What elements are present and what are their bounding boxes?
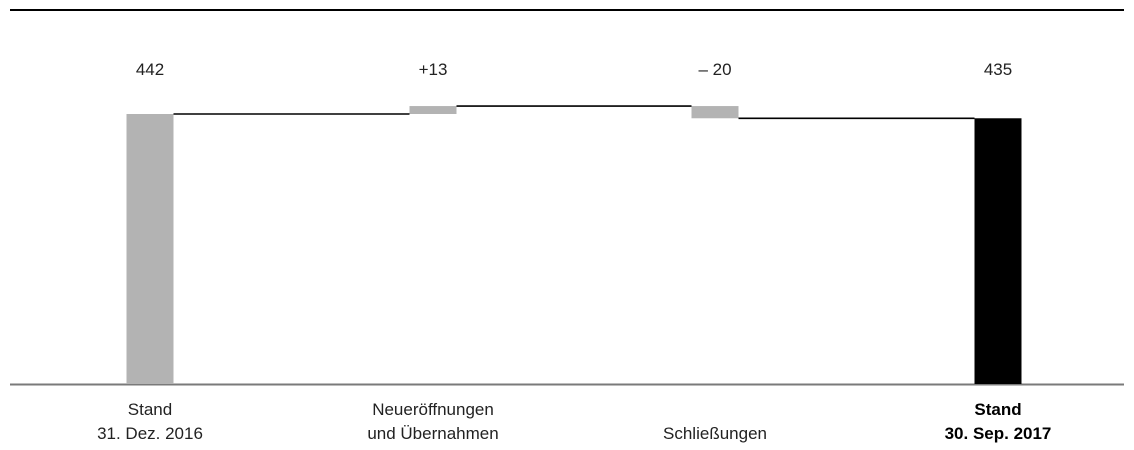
category-label-2-line1: Neueröffnungen bbox=[372, 400, 494, 419]
value-label-4: 435 bbox=[984, 60, 1012, 79]
bar-3 bbox=[691, 106, 739, 119]
value-label-1: 442 bbox=[136, 60, 164, 79]
category-label-2-line2: und Übernahmen bbox=[367, 424, 498, 443]
bar-1 bbox=[126, 114, 174, 384]
bar-4 bbox=[974, 118, 1022, 385]
category-label-4-line1: Stand bbox=[974, 400, 1021, 419]
category-label-4-line2: 30. Sep. 2017 bbox=[945, 424, 1052, 443]
category-label-1-line1: Stand bbox=[128, 400, 172, 419]
bar-2 bbox=[409, 106, 457, 114]
category-label-3-line2: Schließungen bbox=[663, 424, 767, 443]
category-label-1-line2: 31. Dez. 2016 bbox=[97, 424, 203, 443]
value-label-2: +13 bbox=[419, 60, 448, 79]
value-label-3: – 20 bbox=[698, 60, 731, 79]
